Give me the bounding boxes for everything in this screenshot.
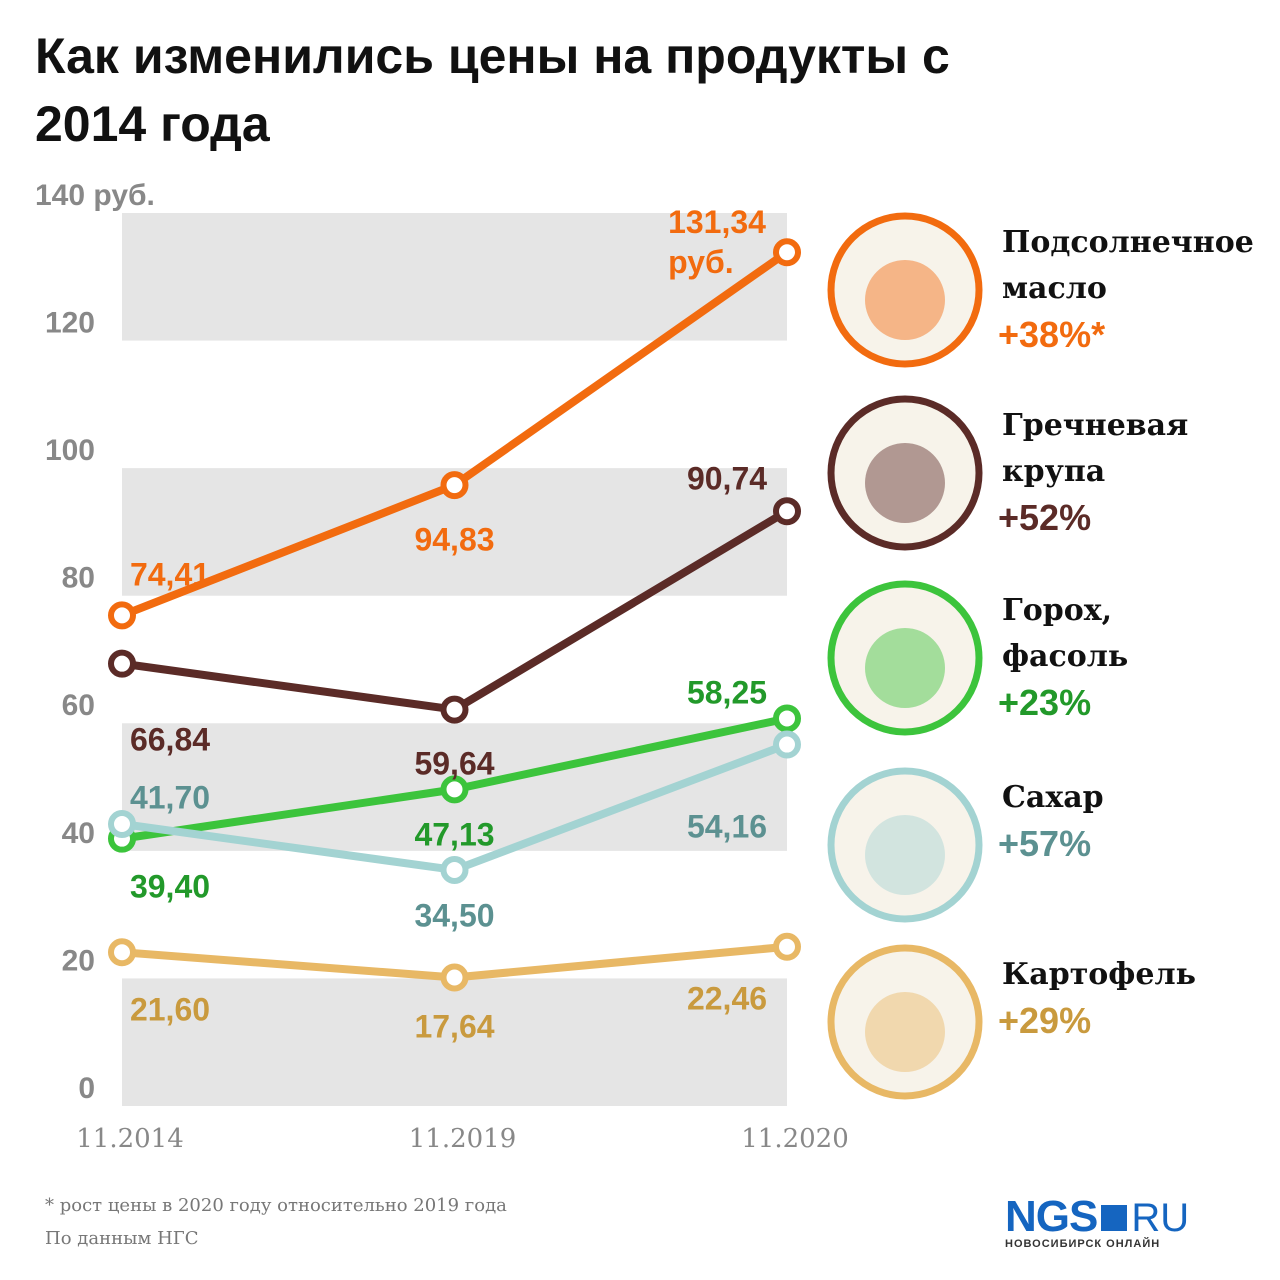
- point: [440, 695, 469, 724]
- y-tick-label: 40: [62, 817, 95, 850]
- legend-change: +52%: [998, 497, 1092, 538]
- logo-left: NGS: [1005, 1192, 1098, 1241]
- data-label: 21,60: [129, 991, 211, 1028]
- legend-name: Гречневая крупа: [1002, 408, 1189, 489]
- icon: [865, 815, 945, 895]
- y-tick-label: 20: [62, 944, 95, 977]
- x-tick-label: 11.2019: [409, 1124, 517, 1154]
- legend-change: +29%: [998, 1000, 1092, 1041]
- icon-ring: [827, 212, 983, 368]
- point: [440, 471, 469, 500]
- data-label: 66,84: [129, 721, 211, 758]
- icon-ring: [827, 944, 983, 1100]
- y-tick-label: 140 руб.: [35, 179, 155, 212]
- data-label: 131,34 руб.: [668, 204, 766, 281]
- legend-change: +57%: [998, 823, 1092, 864]
- band: [122, 978, 787, 1106]
- x-tick-label: 11.2014: [76, 1124, 184, 1154]
- icon: [865, 992, 945, 1072]
- footnote: * рост цены в 2020 году относительно 201…: [45, 1195, 507, 1216]
- y-tick-label: 60: [62, 689, 95, 722]
- legend-name: Горох, фасоль: [1002, 593, 1129, 674]
- data-label: 54,16: [686, 808, 768, 845]
- point: [773, 238, 801, 267]
- icon: [865, 628, 945, 708]
- legend-name: Подсолнечное масло: [1002, 225, 1254, 306]
- legend-name: Картофель: [1002, 957, 1196, 992]
- legend-change: +38%*: [998, 314, 1106, 355]
- x-tick-label: 11.2020: [741, 1124, 849, 1154]
- point: [108, 601, 136, 630]
- data-label: 58,25: [686, 675, 768, 712]
- point: [108, 649, 136, 678]
- icon: [865, 443, 945, 523]
- y-tick-label: 80: [62, 562, 95, 595]
- data-label: 34,50: [414, 897, 495, 934]
- data-label: 74,41: [129, 556, 211, 593]
- y-tick-label: 0: [78, 1072, 95, 1105]
- legend-name: Сахар: [1002, 780, 1104, 815]
- data-label: 47,13: [414, 816, 495, 853]
- data-label: 22,46: [686, 980, 768, 1017]
- chart-title: Как изменились цены на продукты с 2014 г…: [35, 28, 950, 152]
- data-label: 59,64: [414, 745, 495, 782]
- logo-right: RU: [1131, 1196, 1190, 1240]
- icon: [865, 260, 945, 340]
- y-tick-label: 120: [45, 306, 95, 339]
- point: [440, 855, 469, 884]
- point: [773, 497, 801, 526]
- data-label: 90,74: [686, 460, 768, 497]
- data-label: 94,83: [414, 521, 495, 558]
- icon-ring: [827, 767, 983, 923]
- point: [773, 932, 801, 961]
- point: [440, 775, 469, 804]
- data-label: 17,64: [414, 1009, 495, 1046]
- point: [773, 730, 801, 759]
- icon-ring: [827, 580, 983, 736]
- band: [122, 213, 787, 341]
- point: [108, 938, 136, 967]
- logo-square: [1101, 1205, 1128, 1231]
- data-label: 39,40: [129, 868, 211, 905]
- point: [440, 963, 469, 992]
- point: [108, 810, 136, 839]
- point: [773, 704, 801, 733]
- source: По данным НГС: [45, 1228, 199, 1249]
- logo-tagline: НОВОСИБИРСК ОНЛАЙН: [1005, 1238, 1161, 1250]
- y-tick-label: 100: [45, 434, 95, 467]
- icon-ring: [827, 395, 983, 551]
- data-label: 41,70: [129, 779, 211, 816]
- logo: NGS RU НОВОСИБИРСК ОНЛАЙН: [1005, 1192, 1245, 1250]
- legend-change: +23%: [998, 682, 1092, 723]
